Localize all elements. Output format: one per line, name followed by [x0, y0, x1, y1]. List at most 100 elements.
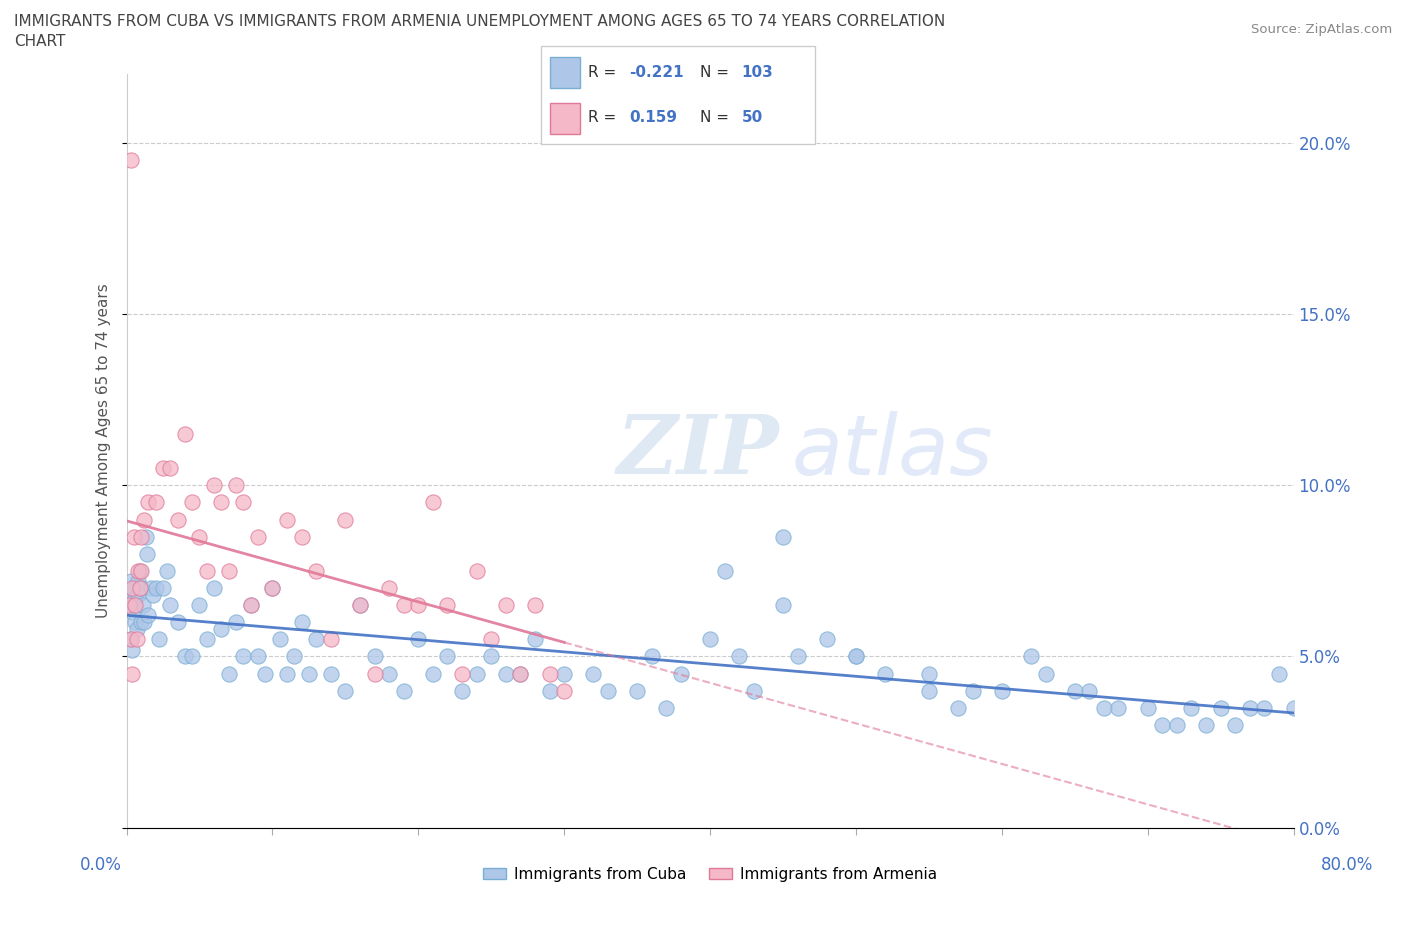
- Point: [122, 598, 145, 613]
- Point: [305, 632, 328, 647]
- Point: [728, 649, 751, 664]
- Point: [319, 666, 342, 681]
- Point: [1019, 649, 1042, 664]
- Point: [202, 478, 225, 493]
- Point: [1092, 700, 1115, 715]
- Point: [125, 621, 148, 636]
- Point: [218, 666, 240, 681]
- Point: [1166, 718, 1188, 733]
- Point: [669, 666, 692, 681]
- Point: [1223, 718, 1247, 733]
- Point: [174, 427, 197, 442]
- Point: [378, 666, 401, 681]
- Point: [1063, 684, 1085, 698]
- Point: [1209, 700, 1232, 715]
- Point: [232, 649, 254, 664]
- Point: [127, 564, 149, 578]
- Point: [118, 598, 141, 613]
- Point: [465, 564, 488, 578]
- Point: [479, 632, 502, 647]
- Text: -0.221: -0.221: [628, 65, 683, 80]
- Point: [479, 649, 502, 664]
- Point: [129, 529, 152, 544]
- Point: [129, 615, 152, 630]
- Point: [181, 495, 204, 510]
- Point: [422, 666, 444, 681]
- Point: [1239, 700, 1261, 715]
- Point: [1180, 700, 1202, 715]
- Point: [125, 632, 148, 647]
- Point: [166, 615, 188, 630]
- Text: N =: N =: [700, 65, 730, 80]
- Point: [335, 512, 357, 527]
- Text: 80.0%: 80.0%: [1320, 856, 1374, 873]
- Point: [148, 632, 170, 647]
- Point: [1035, 666, 1057, 681]
- Point: [946, 700, 969, 715]
- Point: [1282, 700, 1305, 715]
- Point: [174, 649, 197, 664]
- Text: 0.159: 0.159: [628, 111, 678, 126]
- Point: [553, 666, 575, 681]
- Point: [699, 632, 721, 647]
- Text: CHART: CHART: [14, 34, 66, 49]
- Point: [990, 684, 1012, 698]
- Point: [129, 580, 152, 595]
- Point: [524, 632, 547, 647]
- Point: [152, 460, 174, 475]
- Point: [136, 546, 159, 561]
- Point: [145, 580, 167, 595]
- Point: [918, 666, 941, 681]
- Point: [209, 621, 232, 636]
- Point: [408, 632, 430, 647]
- Point: [152, 580, 174, 595]
- Text: 103: 103: [741, 65, 773, 80]
- Point: [349, 598, 371, 613]
- Point: [159, 460, 181, 475]
- Point: [495, 666, 517, 681]
- Point: [582, 666, 605, 681]
- Point: [408, 598, 430, 613]
- Point: [276, 666, 298, 681]
- Text: Source: ZipAtlas.com: Source: ZipAtlas.com: [1251, 23, 1392, 36]
- Point: [290, 529, 312, 544]
- Point: [1195, 718, 1218, 733]
- Point: [451, 684, 474, 698]
- Point: [845, 649, 868, 664]
- Legend: Immigrants from Cuba, Immigrants from Armenia: Immigrants from Cuba, Immigrants from Ar…: [477, 860, 943, 888]
- Point: [436, 649, 458, 664]
- Point: [156, 564, 179, 578]
- Point: [1268, 666, 1291, 681]
- Point: [121, 580, 143, 595]
- Point: [120, 153, 142, 167]
- Point: [363, 666, 385, 681]
- Point: [188, 598, 211, 613]
- Point: [1136, 700, 1159, 715]
- Point: [195, 564, 218, 578]
- Point: [232, 495, 254, 510]
- Point: [132, 512, 155, 527]
- Point: [239, 598, 262, 613]
- Point: [772, 598, 794, 613]
- Point: [276, 512, 298, 527]
- Point: [553, 684, 575, 698]
- Point: [124, 598, 146, 613]
- Point: [283, 649, 305, 664]
- Point: [335, 684, 357, 698]
- Text: ZIP: ZIP: [617, 411, 779, 491]
- Point: [128, 580, 150, 595]
- Text: atlas: atlas: [792, 410, 994, 492]
- Point: [246, 529, 269, 544]
- Y-axis label: Unemployment Among Ages 65 to 74 years: Unemployment Among Ages 65 to 74 years: [96, 284, 111, 618]
- Point: [524, 598, 547, 613]
- Point: [225, 615, 247, 630]
- Point: [465, 666, 488, 681]
- Point: [141, 580, 163, 595]
- Point: [128, 564, 150, 578]
- Point: [118, 588, 141, 603]
- Point: [298, 666, 321, 681]
- Point: [218, 564, 240, 578]
- Point: [319, 632, 342, 647]
- Point: [225, 478, 247, 493]
- Point: [202, 580, 225, 595]
